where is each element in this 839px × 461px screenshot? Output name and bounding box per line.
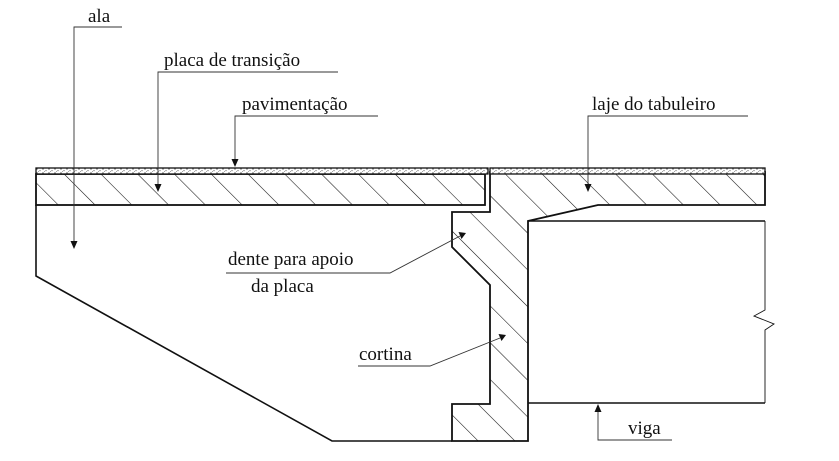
cortina-arrowhead [498, 334, 506, 341]
break-line-beam [752, 221, 775, 403]
laje-leader [587, 115, 748, 186]
viga-label: viga [628, 418, 661, 439]
cortina-label: cortina [359, 344, 412, 365]
wing-wall-outline [35, 205, 452, 442]
placa-arrowhead [154, 184, 162, 192]
abutment-curtain-wall [451, 171, 766, 442]
dente-label-line1: dente para apoio [228, 249, 354, 270]
viga-leader [597, 411, 672, 441]
laje-do-tabuleiro-label: laje do tabuleiro [592, 94, 715, 115]
dente-arrowhead [458, 232, 466, 239]
dente-label-line2: da placa [251, 276, 314, 297]
viga-arrowhead [594, 404, 602, 412]
paving-right [489, 167, 766, 175]
cortina-leader [358, 337, 501, 367]
pavimentacao-arrowhead [231, 159, 239, 167]
paving-left [35, 167, 489, 175]
pavimentacao-label: pavimentação [242, 94, 348, 115]
ala-leader [73, 26, 122, 243]
transition-slab [35, 173, 486, 206]
ala-label: ala [88, 6, 111, 27]
laje-arrowhead [584, 184, 592, 192]
beam-outline [528, 220, 765, 404]
dente-leader [226, 235, 461, 274]
placa-de-transicao-label: placa de transição [164, 50, 300, 71]
ala-arrowhead [70, 241, 78, 249]
placa-leader [157, 71, 338, 186]
pavimentacao-leader [234, 115, 378, 160]
